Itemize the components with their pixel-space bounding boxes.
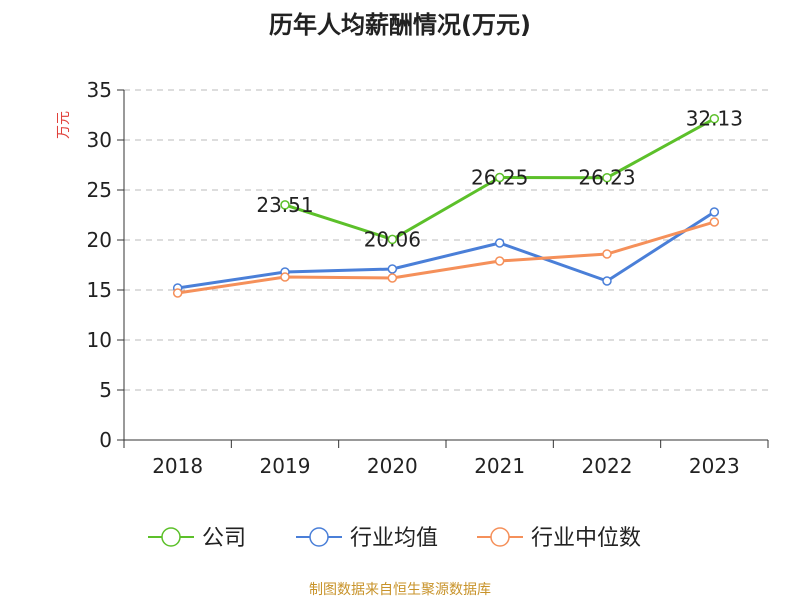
data-point	[280, 200, 290, 210]
data-point	[709, 217, 720, 227]
data-point	[709, 207, 720, 217]
x-tick-label: 2019	[260, 454, 311, 478]
chart-title: 历年人均薪酬情况(万元)	[269, 11, 531, 39]
y-axis-label: 万元	[56, 111, 72, 139]
legend-label: 行业均值	[350, 526, 438, 551]
series-2	[172, 207, 720, 293]
data-label: 32.13	[686, 107, 743, 131]
data-label: 26.25	[471, 166, 528, 190]
y-tick-label: 30	[87, 128, 112, 152]
data-point	[280, 272, 290, 282]
data-label: 26.23	[578, 166, 635, 190]
x-tick-label: 2021	[474, 454, 525, 478]
data-label: 23.51	[256, 193, 313, 217]
axes: 0 5 10 15 20 25 30 35 2018 2019 2020 2021 2022 2023	[87, 78, 769, 478]
data-point	[602, 172, 612, 183]
data-point	[172, 288, 183, 298]
data-point	[387, 234, 398, 245]
grid-lines	[124, 89, 768, 391]
y-tick-label: 20	[87, 228, 112, 252]
data-point	[602, 276, 612, 286]
y-tick-label: 25	[87, 178, 112, 202]
legend-label: 行业中位数	[531, 526, 641, 551]
x-tick-label: 2023	[689, 454, 740, 478]
y-tick-label: 0	[99, 428, 112, 452]
legend: 公司 行业均值 行业中位数	[148, 526, 641, 551]
x-tick-label: 2022	[582, 454, 633, 478]
y-tick-label: 10	[87, 328, 112, 352]
legend-item: 公司	[148, 526, 246, 551]
data-point	[602, 249, 612, 259]
series-layer	[172, 113, 720, 298]
data-labels: 23.51 20.06 26.25 26.23 32.13	[256, 107, 743, 252]
data-point	[709, 113, 720, 124]
y-tick-label: 35	[87, 78, 112, 102]
series-line	[177, 210, 716, 290]
legend-label: 公司	[202, 526, 246, 551]
x-tick-label: 2018	[152, 454, 203, 478]
x-tick-label: 2020	[367, 454, 418, 478]
legend-item: 行业中位数	[477, 526, 641, 551]
data-point	[494, 172, 505, 183]
series-3	[172, 217, 720, 298]
legend-marker	[161, 527, 181, 547]
legend-item: 行业均值	[296, 526, 438, 551]
data-point	[494, 256, 505, 266]
source-note: 制图数据来自恒生聚源数据库	[309, 582, 491, 598]
legend-marker	[490, 527, 510, 547]
y-tick-label: 15	[87, 278, 112, 302]
data-point	[387, 273, 398, 283]
series-line	[177, 220, 715, 295]
data-point	[494, 238, 505, 248]
data-label: 20.06	[364, 227, 421, 251]
y-tick-label: 5	[99, 378, 112, 402]
series-1	[280, 113, 720, 245]
data-point	[387, 264, 398, 274]
legend-marker	[309, 527, 329, 547]
